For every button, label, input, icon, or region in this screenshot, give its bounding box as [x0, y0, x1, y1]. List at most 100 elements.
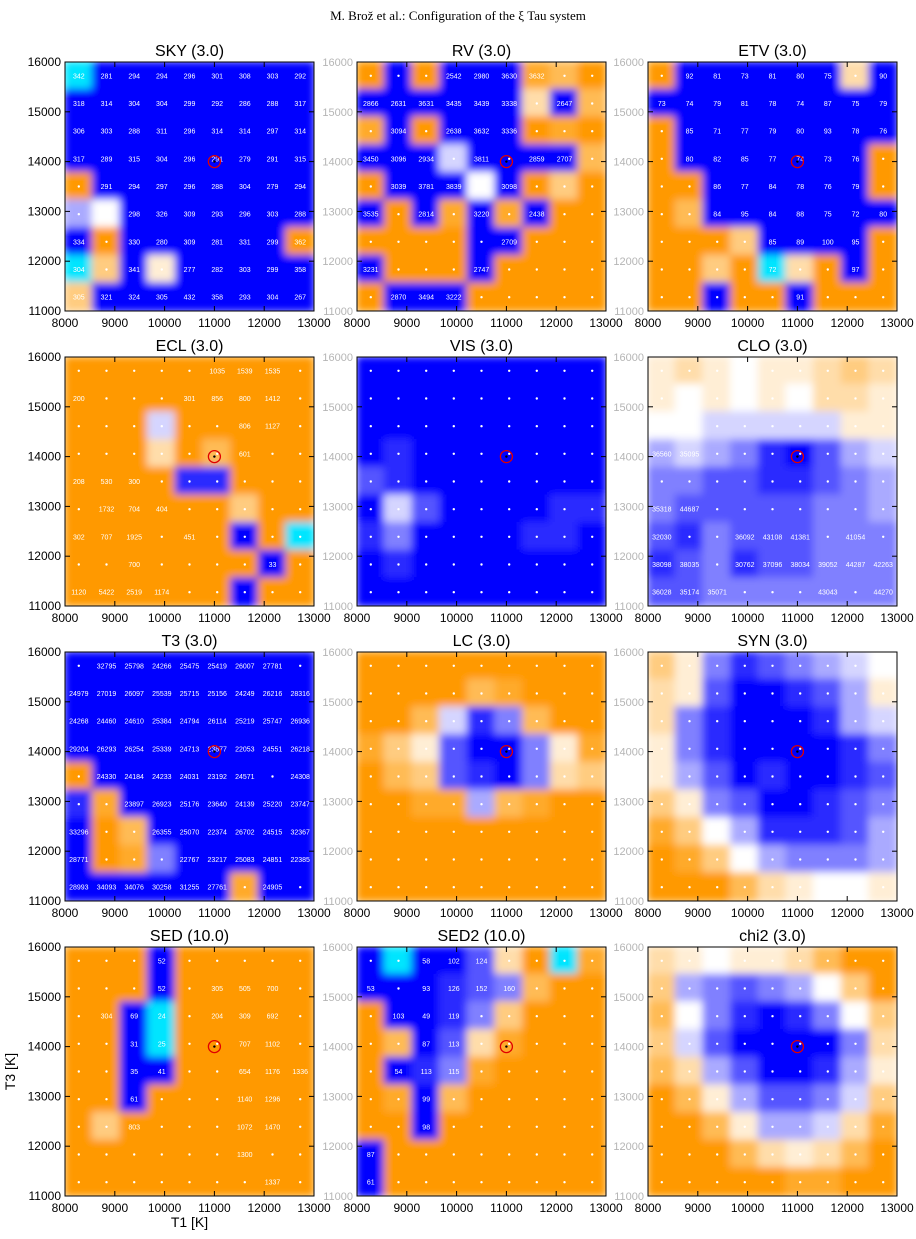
- grid-point: [799, 747, 802, 750]
- cell-value-label: 314: [239, 129, 251, 136]
- grid-point: [535, 296, 538, 299]
- grid-point: [299, 1181, 302, 1184]
- grid-point: [535, 775, 538, 778]
- cell-value-label: 1539: [237, 368, 253, 375]
- grid-point: [591, 1015, 594, 1018]
- grid-point: [716, 452, 719, 455]
- grid-point: [799, 591, 802, 594]
- grid-point: [271, 480, 274, 483]
- grid-point: [271, 591, 274, 594]
- heatmap-cell: [202, 199, 232, 229]
- cell-value-label: 81: [741, 101, 749, 108]
- grid-point: [425, 747, 428, 750]
- grid-point: [299, 535, 302, 538]
- cell-value-label: 309: [239, 1014, 251, 1021]
- grid-point: [216, 508, 219, 511]
- cell-value-label: 97: [852, 267, 860, 274]
- cell-value-label: 24330: [97, 774, 117, 781]
- cell-value-label: 36092: [735, 534, 755, 541]
- heatmap-cell: [174, 652, 205, 681]
- y-tick-label: 15000: [322, 107, 353, 119]
- y-tick-label: 12000: [322, 1141, 353, 1153]
- grid-point: [771, 720, 774, 723]
- grid-point: [105, 240, 108, 243]
- cell-value-label: 305: [156, 295, 168, 302]
- grid-point: [743, 858, 746, 861]
- grid-point: [452, 480, 455, 483]
- heatmap-cell: [383, 88, 414, 119]
- grid-point: [854, 1070, 857, 1073]
- x-tick-label: 11000: [781, 611, 814, 625]
- grid-point: [508, 1070, 511, 1073]
- x-tick-label: 9000: [393, 906, 420, 920]
- heatmap-cell: [702, 171, 732, 202]
- heatmap-cell: [91, 706, 122, 736]
- x-tick-label: 10000: [148, 1201, 182, 1215]
- heatmap-cell: [411, 947, 441, 976]
- grid-point: [369, 452, 372, 455]
- grid-point: [397, 987, 400, 990]
- grid-point: [854, 987, 857, 990]
- y-tick-label: 11000: [323, 1191, 353, 1203]
- grid-point: [369, 692, 372, 695]
- cell-value-label: 700: [267, 986, 279, 993]
- panel-frame: [647, 946, 898, 1197]
- cell-value-label: 78: [852, 129, 860, 136]
- grid-point: [299, 959, 302, 962]
- grid-point: [882, 987, 885, 990]
- grid-point: [799, 959, 802, 962]
- cell-value-label: 27019: [97, 691, 117, 698]
- y-tick-label: 12000: [613, 551, 644, 563]
- heatmap-cell: [147, 761, 177, 792]
- cell-value-label: 304: [267, 295, 279, 302]
- cell-value-label: 25220: [263, 802, 283, 809]
- cell-value-label: 24184: [124, 774, 144, 781]
- cell-value-label: 3839: [446, 184, 462, 191]
- heatmap-cell: [868, 116, 897, 146]
- grid-point: [369, 397, 372, 400]
- grid-point: [799, 425, 802, 428]
- cell-value-label: 800: [239, 396, 251, 403]
- cell-value-label: 103: [393, 1014, 405, 1021]
- cell-value-label: 2438: [529, 212, 545, 219]
- x-tick-label: 8000: [635, 316, 662, 330]
- grid-point: [216, 535, 219, 538]
- grid-point: [688, 1015, 691, 1018]
- grid-point: [826, 1153, 829, 1156]
- grid-point: [854, 720, 857, 723]
- grid-point: [591, 959, 594, 962]
- grid-point: [425, 1153, 428, 1156]
- best-fit-dot: [505, 455, 508, 458]
- heatmap-cell: [230, 439, 260, 469]
- grid-point: [826, 747, 829, 750]
- grid-point: [299, 452, 302, 455]
- x-tick-label: 10000: [731, 906, 765, 920]
- grid-point: [452, 508, 455, 511]
- x-tick-label: 9000: [684, 611, 711, 625]
- heatmap-cell: [257, 282, 288, 311]
- grid-point: [299, 425, 302, 428]
- cell-value-label: 856: [211, 396, 223, 403]
- y-tick-label: 12000: [28, 1139, 62, 1153]
- heatmap-cell: [147, 789, 177, 819]
- cell-value-label: 1296: [265, 1097, 281, 1104]
- grid-point: [771, 664, 774, 667]
- grid-point: [133, 1181, 136, 1184]
- heatmap-cell: [257, 88, 288, 119]
- best-fit-marker: [499, 449, 514, 464]
- heatmap-cell: [813, 549, 843, 580]
- grid-point: [716, 858, 719, 861]
- heatmap-cell: [648, 549, 677, 580]
- cell-value-label: 79: [852, 184, 860, 191]
- grid-point: [271, 508, 274, 511]
- panel-title: CLO (3.0): [737, 338, 807, 355]
- grid-point: [188, 1070, 191, 1073]
- cell-value-label: 293: [239, 295, 251, 302]
- heatmap-cell: [119, 706, 149, 736]
- cell-value-label: 315: [128, 156, 140, 163]
- cell-value-label: 29204: [69, 746, 89, 753]
- grid-point: [854, 775, 857, 778]
